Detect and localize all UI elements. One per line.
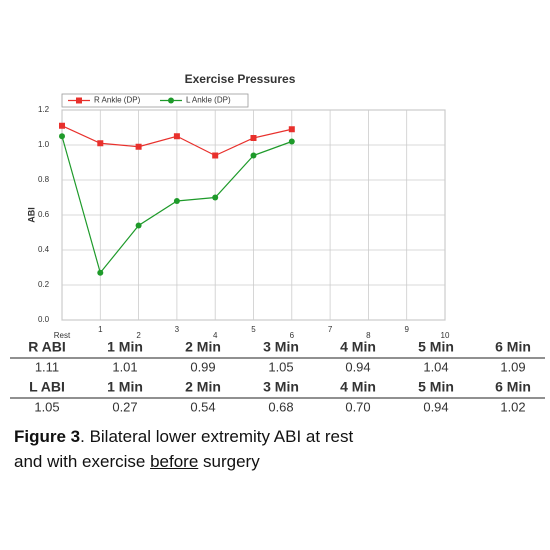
table-cell: 1.02: [500, 399, 525, 414]
caption-text: and with exercise: [14, 452, 151, 471]
data-point: [97, 269, 104, 276]
table-cell: 0.27: [112, 399, 137, 414]
caption-text: surgery: [198, 452, 260, 471]
caption-label: Figure 3: [14, 427, 81, 446]
table-header-cell: 1 Min: [107, 379, 143, 395]
chart-title: Exercise Pressures: [185, 72, 296, 86]
table-cell: 1.09: [500, 359, 525, 374]
table-header-cell: 3 Min: [263, 339, 299, 355]
caption-text: . Bilateral lower extremity ABI at rest: [80, 427, 354, 446]
x-tick-label: 7: [328, 325, 333, 334]
table-cell: 0.68: [268, 399, 293, 414]
table-cell: 0.94: [423, 399, 448, 414]
data-point: [250, 135, 257, 141]
table-cell: 1.11: [35, 359, 59, 374]
data-point: [59, 133, 65, 140]
x-tick-label: 2: [136, 331, 141, 340]
y-tick-label: 0.0: [38, 315, 50, 324]
y-tick-label: 0.6: [38, 210, 50, 219]
x-tick-label: 3: [175, 325, 180, 334]
table-header-cell: 5 Min: [418, 379, 454, 395]
table-header-cell: 6 Min: [495, 379, 531, 395]
legend-label: R Ankle (DP): [94, 96, 141, 105]
table-header-cell: 2 Min: [185, 379, 221, 395]
x-tick-label: 4: [213, 331, 218, 340]
caption: Figure 3. Bilateral lower extremity ABI …: [14, 424, 353, 474]
table-cell: 1.05: [34, 399, 59, 414]
table-header-cell: 4 Min: [340, 339, 376, 355]
legend-label: L Ankle (DP): [186, 96, 231, 105]
x-tick-label: 8: [366, 331, 371, 340]
data-point: [288, 126, 295, 133]
caption-emphasis: before: [150, 452, 199, 471]
y-tick-label: 0.2: [38, 280, 50, 289]
data-point: [135, 222, 142, 229]
y-tick-label: 0.4: [38, 245, 50, 254]
data-point: [135, 143, 142, 150]
table-cell: 0.94: [345, 359, 370, 374]
table-header-cell: 1 Min: [107, 339, 143, 355]
table-header-cell: 2 Min: [185, 339, 221, 355]
table-cell: 0.70: [345, 399, 370, 414]
table-header-cell: L ABI: [29, 379, 65, 395]
table-cell: 1.04: [423, 359, 448, 374]
x-tick-label: 6: [290, 331, 295, 340]
table-header-cell: 5 Min: [418, 339, 454, 355]
table-cell: 1.05: [268, 359, 293, 374]
data-point: [173, 198, 180, 204]
data-point: [212, 152, 219, 159]
y-tick-label: 0.8: [38, 175, 50, 184]
table-cell: 1.01: [112, 359, 137, 374]
table-cell: 0.99: [190, 359, 215, 374]
data-point: [250, 152, 257, 159]
table-cell: 0.54: [190, 399, 215, 414]
x-tick-label: 9: [404, 325, 409, 334]
data-point: [97, 140, 104, 147]
data-point: [212, 194, 219, 201]
table-header-cell: 3 Min: [263, 379, 299, 395]
data-point: [173, 133, 180, 140]
x-tick-label: 10: [441, 331, 450, 340]
data-point: [288, 138, 295, 145]
y-axis-label: ABI: [26, 207, 36, 223]
data-point: [59, 122, 65, 129]
x-tick-label: 1: [98, 325, 103, 334]
table-header-cell: R ABI: [28, 339, 66, 355]
legend-box: [61, 93, 249, 108]
legend-marker: [76, 97, 82, 104]
y-tick-label: 1.2: [38, 105, 50, 114]
x-tick-label: 5: [251, 325, 256, 334]
legend-marker: [168, 97, 174, 104]
figure: Exercise Pressures ABI 0.0 0.2 0.4 0.6 0.8 1.…: [10, 72, 545, 414]
x-tick-label: Rest: [54, 331, 71, 340]
table-header-cell: 6 Min: [495, 339, 531, 355]
table-header-cell: 4 Min: [340, 379, 376, 395]
y-tick-label: 1.0: [38, 140, 50, 149]
